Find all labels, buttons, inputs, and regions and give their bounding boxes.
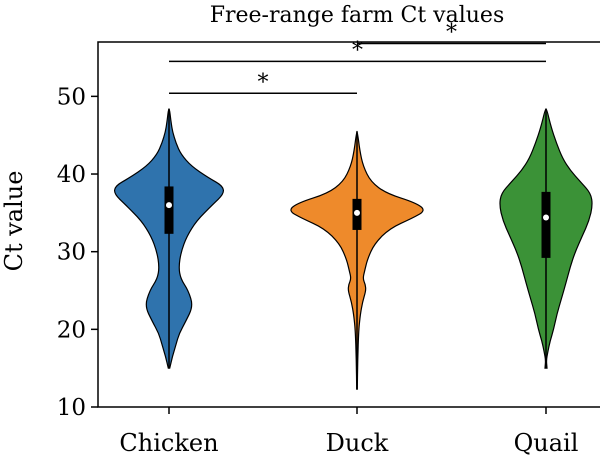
significance-star-2: *	[352, 38, 363, 63]
significance-star-1: *	[258, 70, 269, 95]
y-tick-label-10: 10	[57, 395, 86, 421]
iqr-box-chicken	[164, 186, 174, 234]
y-axis-label: Ct value	[0, 171, 28, 272]
y-tick-label-50: 50	[57, 84, 86, 110]
y-tick-label-30: 30	[57, 240, 86, 266]
x-tick-label-duck: Duck	[326, 429, 389, 457]
median-point-quail	[543, 214, 549, 221]
significance-star-3: *	[446, 21, 457, 46]
axes: 10 20 30 40 50 Chicken Duck Quail	[57, 84, 579, 457]
iqr-box-quail	[541, 191, 551, 258]
median-point-duck	[354, 209, 360, 216]
chart-title: Free-range farm Ct values	[210, 3, 505, 28]
x-tick-label-quail: Quail	[514, 429, 579, 457]
median-point-chicken	[166, 202, 172, 209]
plot-area: * * *	[113, 21, 593, 390]
y-tick-label-20: 20	[57, 317, 86, 343]
x-tick-label-chicken: Chicken	[119, 429, 218, 457]
y-tick-label-40: 40	[57, 162, 86, 188]
